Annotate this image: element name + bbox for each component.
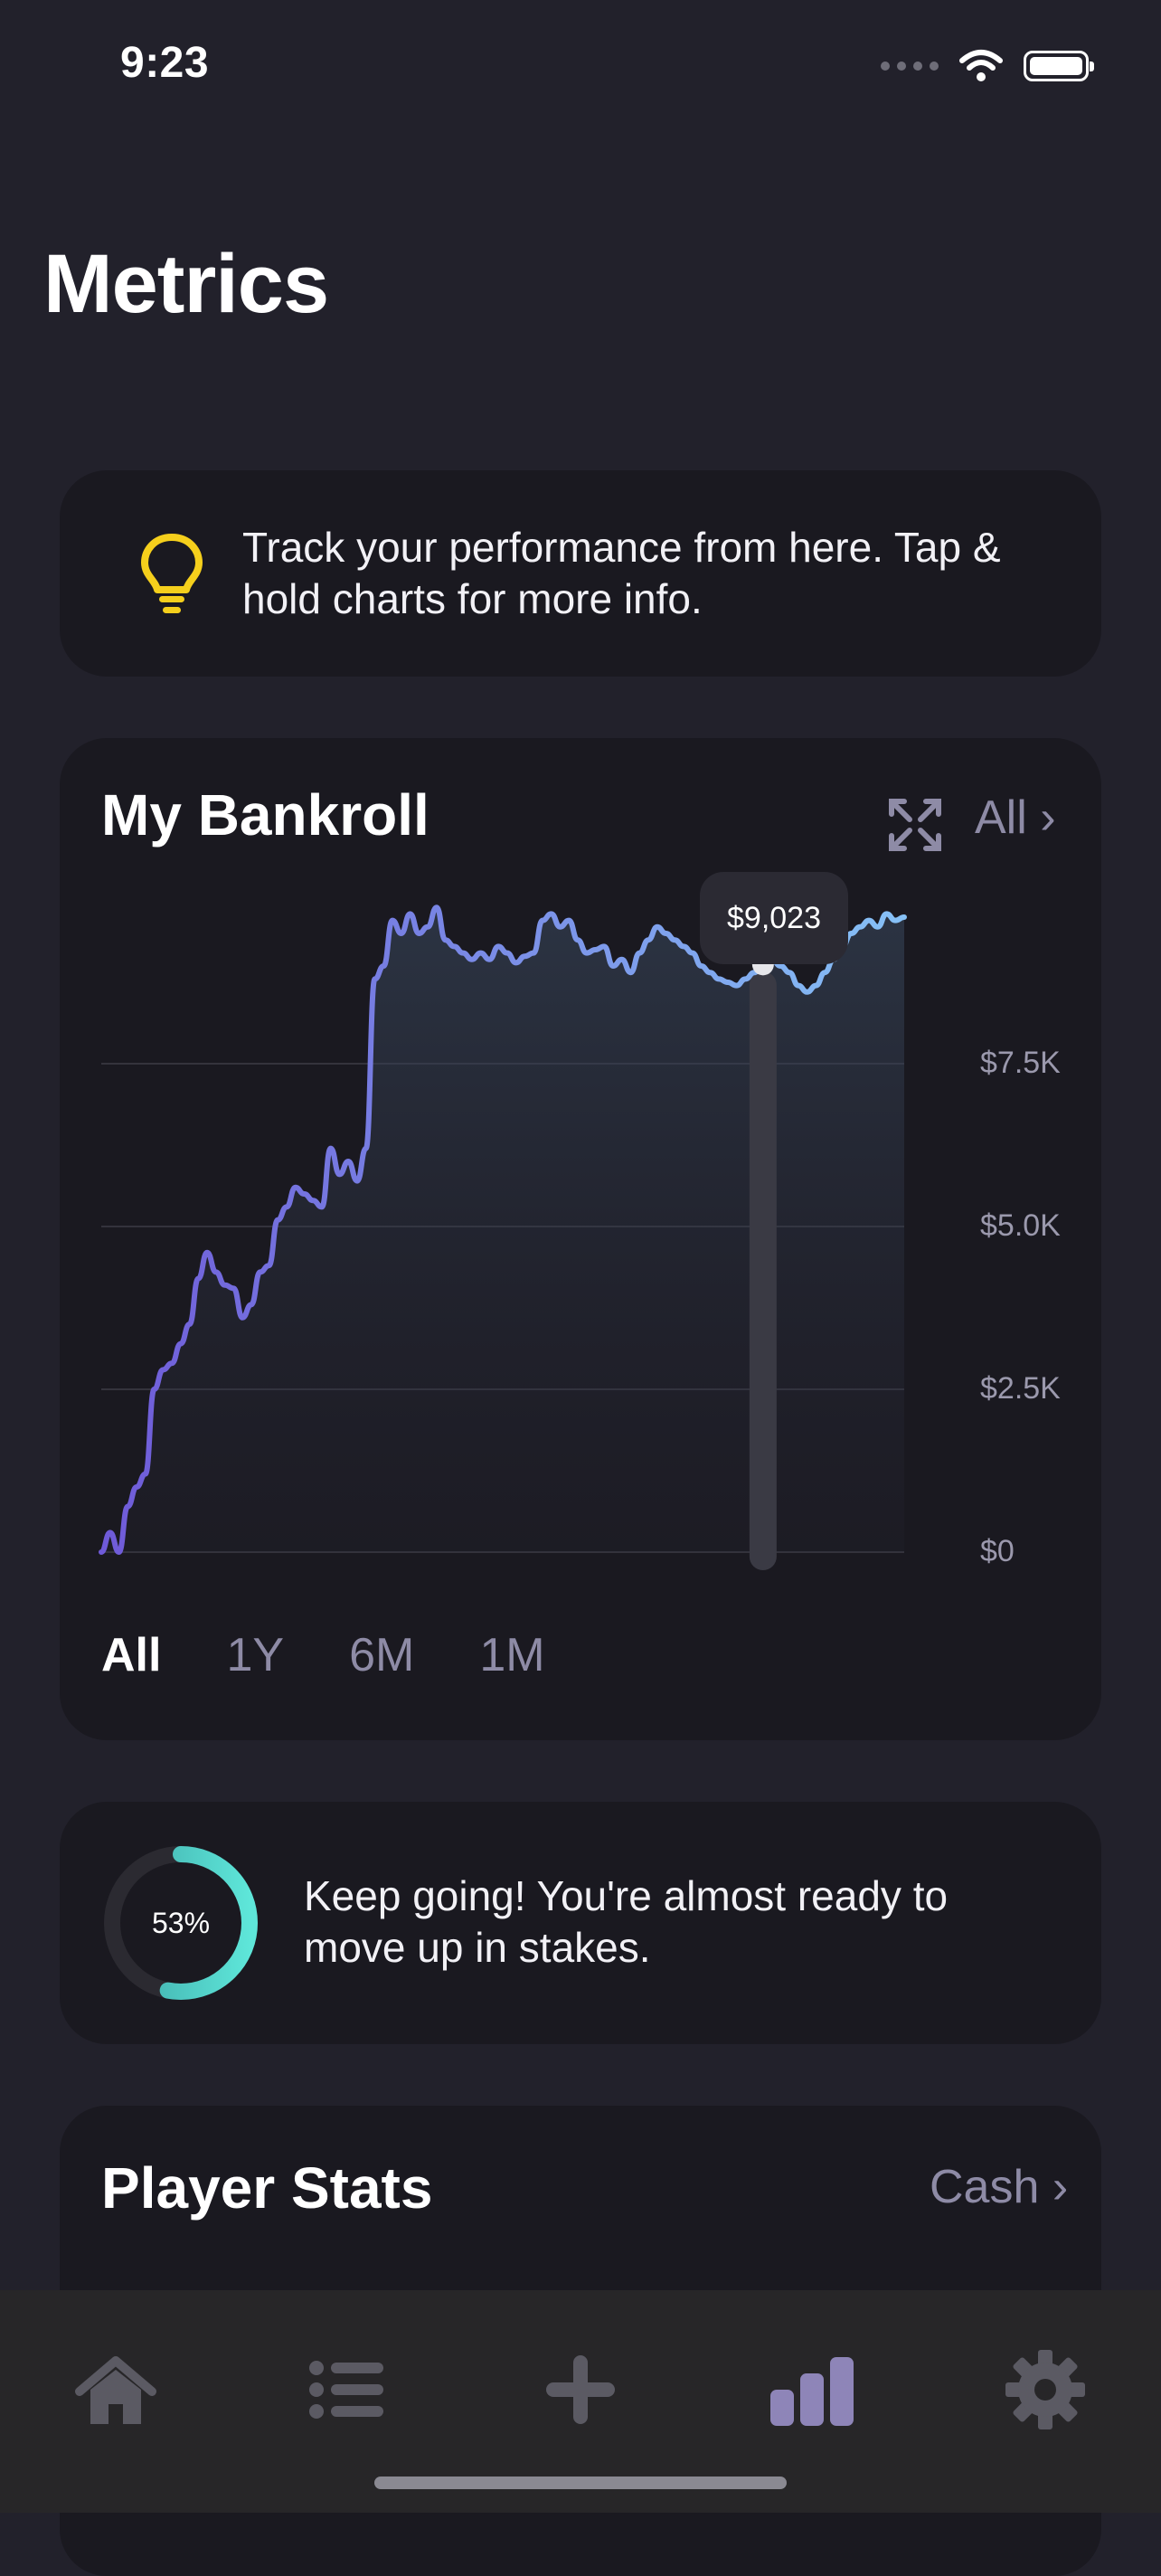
home-icon[interactable] — [71, 2344, 161, 2435]
status-time: 9:23 — [120, 39, 210, 87]
signal-icon — [881, 62, 939, 71]
range-tab-1m[interactable]: 1M — [479, 1629, 545, 1681]
chart-y-tick-label: $2.5K — [980, 1371, 1061, 1406]
bar-chart-icon[interactable] — [767, 2344, 857, 2435]
list-icon[interactable] — [302, 2344, 392, 2435]
gear-icon[interactable] — [1000, 2344, 1090, 2435]
chart-y-tick-label: $0 — [980, 1534, 1015, 1568]
wifi-icon — [959, 50, 1003, 81]
player-stats-filter-link[interactable]: Cash › — [930, 2161, 1069, 2213]
status-icons — [881, 43, 1094, 89]
progress-percent: 53% — [152, 1907, 210, 1939]
bankroll-chart[interactable] — [60, 738, 1101, 1606]
lightbulb-icon — [141, 534, 203, 613]
tip-text: Track your performance from here. Tap & … — [242, 524, 1001, 622]
page-title: Metrics — [43, 238, 329, 330]
range-tab-1y[interactable]: 1Y — [226, 1629, 285, 1681]
range-tab-6m[interactable]: 6M — [349, 1629, 415, 1681]
add-icon[interactable] — [535, 2344, 626, 2435]
progress-card: 53% Keep going! You're almost ready to m… — [60, 1802, 1101, 2044]
range-tab-all[interactable]: All — [101, 1629, 162, 1681]
tip-card: Track your performance from here. Tap & … — [60, 470, 1101, 677]
chart-y-tick-label: $7.5K — [980, 1046, 1061, 1080]
chart-scrubber[interactable] — [749, 971, 777, 1570]
battery-icon — [1024, 51, 1094, 81]
progress-text: Keep going! You're almost ready to move … — [304, 1872, 949, 1971]
chart-area-fill — [101, 907, 904, 1552]
bankroll-filter-link[interactable]: All › — [975, 791, 1056, 844]
home-indicator — [374, 2477, 787, 2489]
bankroll-card[interactable]: My Bankroll All › $0 $2.5K $5.0K $7.5K $9,0… — [60, 738, 1101, 1740]
tab-bar — [0, 2290, 1161, 2513]
chart-tooltip: $9,023 — [700, 872, 848, 964]
range-tabs: All 1Y 6M 1M — [101, 1628, 545, 1682]
expand-icon[interactable] — [886, 796, 944, 854]
progress-ring: 53% — [104, 1846, 258, 2000]
bankroll-title: My Bankroll — [101, 782, 429, 848]
chart-y-tick-label: $5.0K — [980, 1208, 1061, 1243]
player-stats-title: Player Stats — [101, 2155, 433, 2221]
